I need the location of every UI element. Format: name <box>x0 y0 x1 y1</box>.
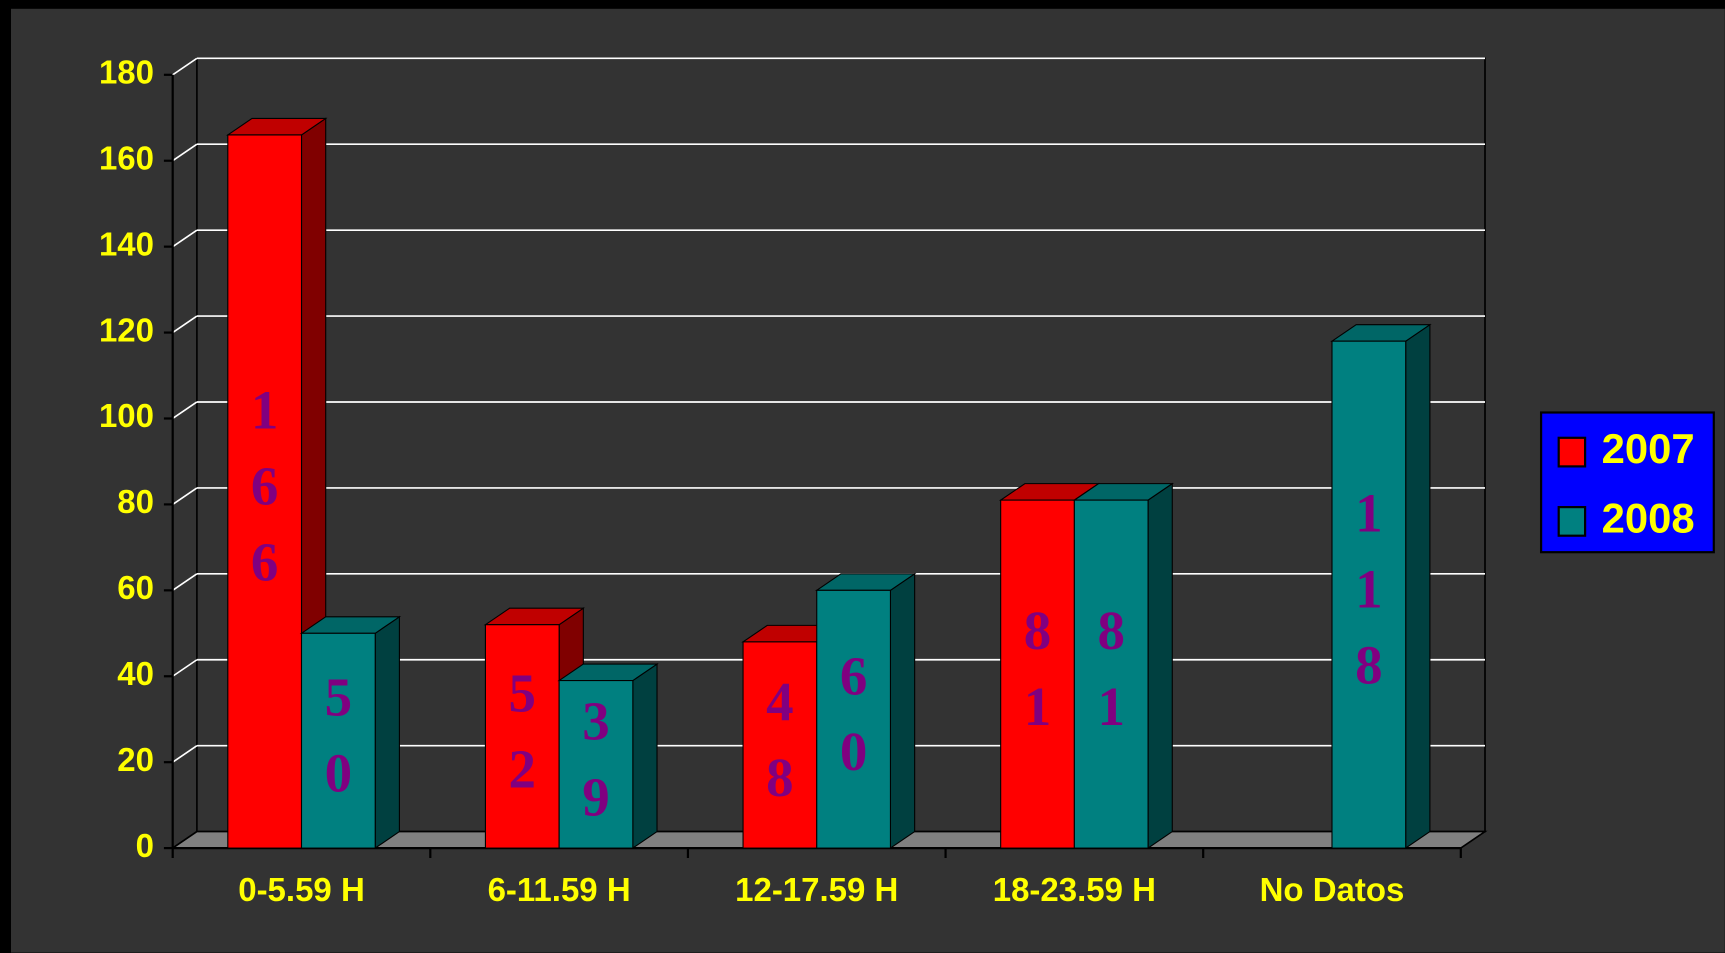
value-label-digit: 5 <box>509 662 537 723</box>
bar-side <box>1405 323 1431 850</box>
value-label-digit: 1 <box>1355 482 1383 543</box>
bar <box>814 572 917 850</box>
x-tick-label: 18-23.59 H <box>993 871 1156 908</box>
grid-line <box>172 573 198 592</box>
bar-front <box>484 624 560 849</box>
value-label-digit: 6 <box>840 645 868 706</box>
bar-front <box>1000 499 1075 849</box>
bar-front <box>300 632 376 849</box>
legend-swatch <box>1557 436 1587 468</box>
bar <box>1072 482 1175 850</box>
grid-line <box>172 744 198 763</box>
value-label-digit: 3 <box>582 690 610 751</box>
bar-side <box>1147 482 1173 850</box>
bar-side <box>889 572 916 850</box>
y-tick-label: 80 <box>117 483 154 520</box>
bar <box>1330 323 1432 850</box>
bar-front <box>558 680 634 849</box>
value-label-digit: 4 <box>766 671 794 732</box>
y-tick-label: 160 <box>99 139 154 176</box>
value-label-digit: 5 <box>325 666 353 727</box>
legend-label: 2007 <box>1602 425 1695 472</box>
value-label-digit: 9 <box>582 766 610 827</box>
value-label: 1 1 8 <box>1355 482 1383 695</box>
value-label-digit: 8 <box>766 747 794 808</box>
grid-line <box>172 229 198 248</box>
value-label-digit: 0 <box>840 721 868 782</box>
bar-side <box>374 615 400 850</box>
value-label-digit: 6 <box>251 531 279 592</box>
y-tick-label: 40 <box>117 655 154 692</box>
value-label-digit: 2 <box>509 738 537 799</box>
y-tick-label: 20 <box>117 741 154 778</box>
bar-front <box>1073 499 1149 849</box>
bar <box>557 663 659 850</box>
bar-front <box>1331 340 1407 849</box>
y-tick-label: 180 <box>99 54 154 91</box>
legend-label: 2008 <box>1602 494 1695 541</box>
value-label: 1 6 6 <box>251 379 279 592</box>
value-label-digit: 8 <box>1024 600 1052 661</box>
grid-line <box>172 315 198 334</box>
x-tick-label: No Datos <box>1260 871 1405 908</box>
y-tick-label: 60 <box>117 569 154 606</box>
legend-swatch <box>1557 506 1587 537</box>
grid-line <box>172 487 198 506</box>
bar-front <box>742 641 818 849</box>
value-label-digit: 1 <box>1355 558 1383 619</box>
value-label-digit: 6 <box>251 455 279 516</box>
y-tick-label: 120 <box>99 311 154 348</box>
bar <box>299 615 402 850</box>
value-label-digit: 8 <box>1355 634 1383 695</box>
y-tick-label: 100 <box>99 397 154 434</box>
value-label-digit: 1 <box>1024 676 1052 737</box>
x-tick-label: 12-17.59 H <box>735 871 898 908</box>
x-tick-label: 6-11.59 H <box>488 871 631 908</box>
grid-line <box>172 401 198 420</box>
grid-line <box>172 659 198 677</box>
value-label-digit: 8 <box>1097 600 1125 661</box>
grid-line <box>172 143 198 162</box>
x-tick-label: 0-5.59 H <box>238 871 365 908</box>
value-label-digit: 1 <box>251 379 279 440</box>
y-tick-label: 0 <box>136 827 154 864</box>
bar-front <box>227 134 303 849</box>
bar-side <box>632 663 658 850</box>
value-label-digit: 1 <box>1097 676 1125 737</box>
y-tick-label: 140 <box>99 225 154 262</box>
value-label-digit: 0 <box>325 742 353 803</box>
bar-front <box>816 589 892 849</box>
grid-line <box>172 57 198 76</box>
